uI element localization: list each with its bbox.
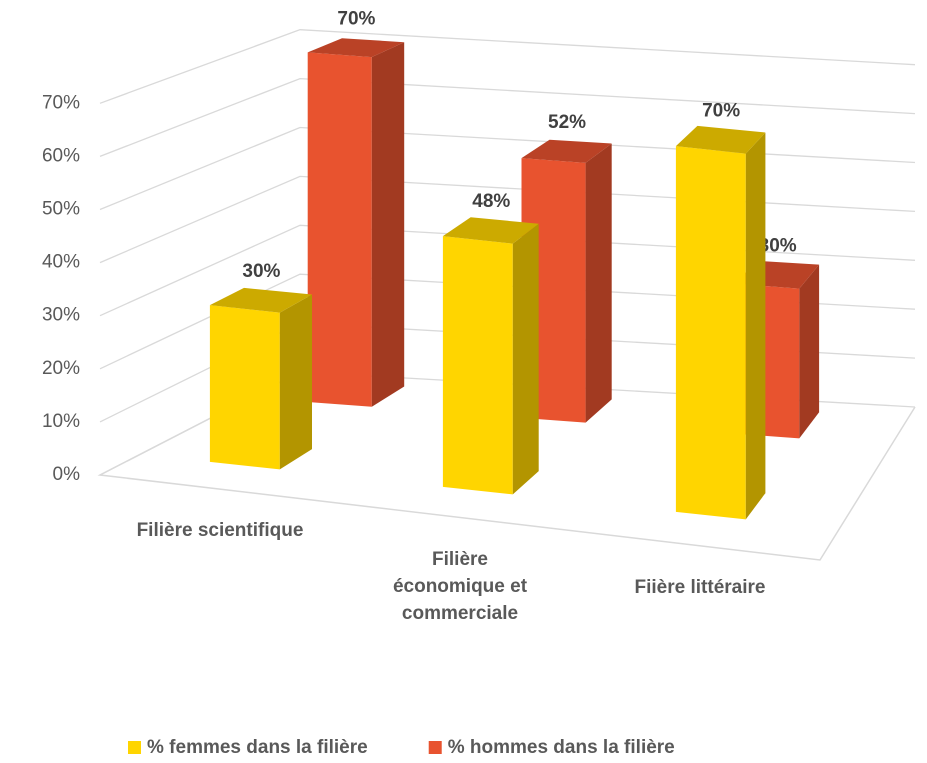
legend-label: % femmes dans la filière [147, 737, 368, 758]
value-label: 30% [759, 235, 797, 256]
bar-side [279, 294, 312, 470]
grid-line [99, 29, 916, 104]
legend-swatch [128, 741, 141, 754]
bar-front [442, 236, 513, 495]
bar-top [675, 125, 766, 154]
y-tick-label: 30% [42, 305, 80, 326]
y-tick-label: 10% [42, 411, 80, 432]
bar-top [521, 139, 612, 163]
bar-front [675, 146, 746, 520]
y-tick-label: 20% [42, 358, 80, 379]
bar-front [307, 52, 372, 407]
value-label: 70% [702, 101, 740, 122]
bar-top [209, 287, 312, 313]
y-tick-label: 0% [53, 464, 81, 485]
bar-front [209, 305, 280, 470]
x-tick-label: Filière économique et commerciale [392, 548, 528, 624]
x-tick-label: Filière scientifique [136, 520, 304, 542]
value-label: 52% [548, 112, 586, 133]
bar-side [512, 223, 539, 495]
legend-label: % hommes dans la filière [448, 737, 675, 758]
bar-side [799, 264, 820, 439]
bar-top [307, 38, 405, 58]
bar-side [371, 42, 405, 407]
bar-side [585, 143, 612, 423]
value-label: 48% [472, 191, 510, 212]
value-label: 70% [337, 9, 375, 30]
y-tick-label: 50% [42, 199, 80, 220]
legend-swatch [428, 741, 442, 754]
x-tick-label: Fiière littéraire [634, 576, 766, 598]
bar-top [442, 217, 539, 244]
grid-line [99, 77, 916, 158]
y-tick-label: 60% [42, 145, 80, 166]
y-tick-label: 70% [42, 92, 80, 113]
bar-side [745, 132, 766, 520]
y-tick-label: 40% [42, 252, 80, 273]
value-label: 30% [242, 261, 280, 282]
